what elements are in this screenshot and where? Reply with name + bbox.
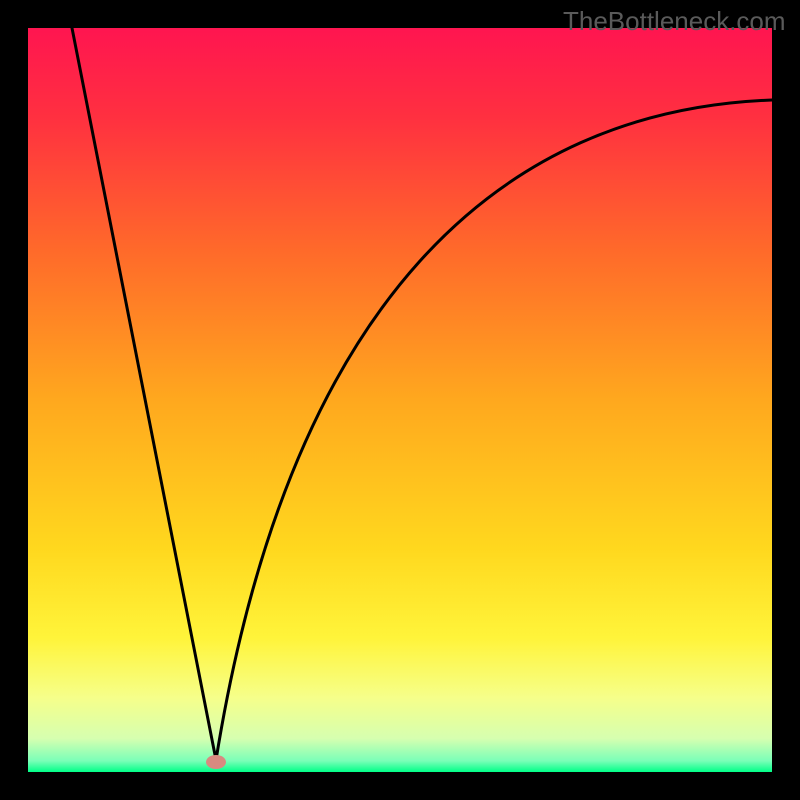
frame-bottom <box>0 772 800 800</box>
optimal-point-marker <box>206 755 226 769</box>
frame-right <box>772 0 800 800</box>
plot-background-gradient <box>28 28 772 772</box>
chart-stage: TheBottleneck.com <box>0 0 800 800</box>
watermark-text: TheBottleneck.com <box>563 6 786 37</box>
frame-left <box>0 0 28 800</box>
